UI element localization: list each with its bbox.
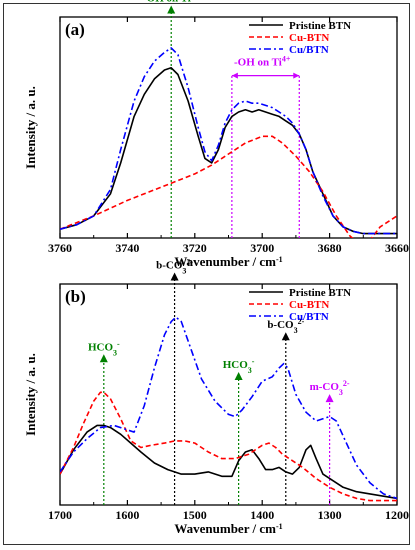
panel-label: (a) xyxy=(65,20,85,39)
annotation-arrowhead xyxy=(281,332,290,341)
series-group xyxy=(60,47,397,238)
legend-entry: Cu-BTN xyxy=(289,299,329,311)
panel-label: (b) xyxy=(65,287,86,306)
panel-b: 1700 1600 1500 1400 1300 1200 Wavenumber / cm-… xyxy=(23,257,409,536)
x-tick-label: 3740 xyxy=(115,241,139,255)
x-tick-label: 1300 xyxy=(318,508,342,522)
legend-entry: Cu/BTN xyxy=(289,311,329,323)
x-axis-title: Wavenumber / cm-1 xyxy=(174,254,282,269)
plot-area xyxy=(59,16,398,239)
series-group xyxy=(60,316,397,502)
range-arrowhead-right xyxy=(293,72,300,79)
annotations xyxy=(99,272,334,505)
x-tick-label: 1600 xyxy=(115,508,139,522)
x-tick-label: 1400 xyxy=(250,508,274,522)
x-tick-label: 3660 xyxy=(385,241,409,255)
annotation-label: b-CO32- xyxy=(156,257,193,275)
x-axis-title: Wavenumber / cm-1 xyxy=(174,521,282,536)
legend-entry: Cu-BTN xyxy=(289,32,329,44)
x-tick-label: 3700 xyxy=(250,241,274,255)
legend-entry: Pristine BTN xyxy=(289,20,351,32)
series-line-pristine xyxy=(60,67,397,235)
annotation-arrowhead xyxy=(170,272,179,281)
annotation-label: HCO3- xyxy=(88,339,120,357)
annotations xyxy=(167,5,300,238)
annotation-label: b-CO32- xyxy=(267,317,304,335)
x-tick-label: 3760 xyxy=(48,241,72,255)
series-line-cu xyxy=(60,391,397,502)
figure-frame xyxy=(3,3,410,545)
x-tick-label: 1700 xyxy=(48,508,72,522)
panel-a: 3760 3740 3720 3700 3680 3660 Wavenumber / cm-… xyxy=(23,0,409,269)
annotation-label: m-CO32- xyxy=(310,379,350,397)
series-line-cubtn xyxy=(60,316,397,500)
annotation-arrowhead xyxy=(234,371,243,380)
annotation-arrowhead xyxy=(325,394,334,403)
x-tick-label: 1500 xyxy=(183,508,207,522)
annotation-label: -OH on Ti4+ xyxy=(234,54,291,69)
y-axis-title: Intensity / a. u. xyxy=(23,353,38,436)
annotation-arrowhead xyxy=(167,5,176,14)
legend-entry: Pristine BTN xyxy=(289,287,351,299)
series-line-pristine xyxy=(60,424,397,500)
y-axis-title: Intensity / a. u. xyxy=(23,86,38,169)
annotation-label: -OH on Ti3+ xyxy=(143,0,200,5)
annotation-arrowhead xyxy=(99,354,108,363)
series-line-cu xyxy=(60,135,397,238)
range-arrowhead-left xyxy=(231,72,238,79)
annotation-label: HCO3- xyxy=(223,356,255,374)
plot-area xyxy=(59,283,398,506)
legend-entry: Cu/BTN xyxy=(289,44,329,56)
x-tick-label: 3720 xyxy=(183,241,207,255)
x-tick-label: 3680 xyxy=(318,241,342,255)
series-line-cubtn xyxy=(60,47,397,235)
x-tick-label: 1200 xyxy=(385,508,409,522)
